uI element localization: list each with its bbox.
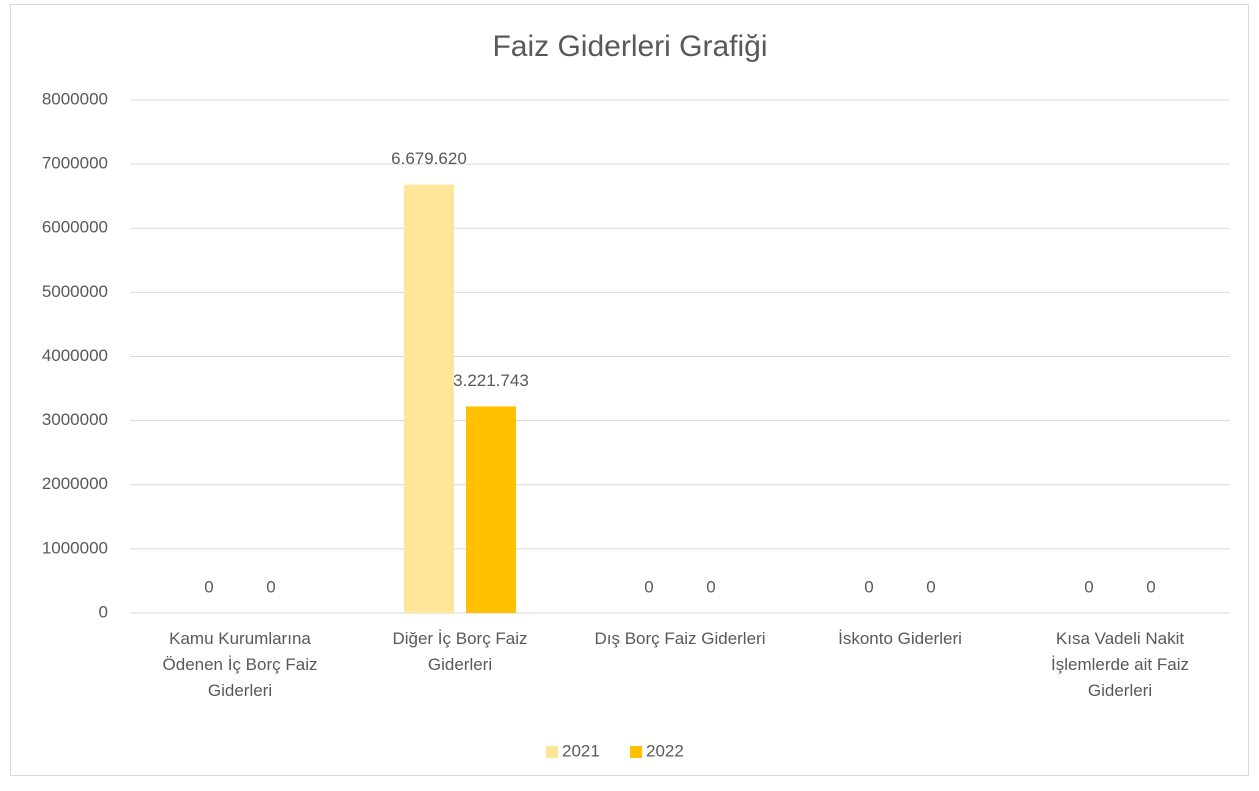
y-tick-label: 3000000	[42, 410, 108, 429]
y-tick-label: 4000000	[42, 346, 108, 365]
x-tick-label: İskonto Giderleri	[838, 629, 962, 648]
legend-label: 2022	[646, 741, 684, 760]
chart-title: Faiz Giderleri Grafiği	[492, 30, 767, 63]
y-tick-label: 1000000	[42, 538, 108, 557]
x-tick-label: Diğer İç Borç Faiz Giderleri	[392, 629, 528, 674]
data-label: 0	[266, 577, 275, 596]
data-label: 0	[926, 577, 935, 596]
legend-swatch	[630, 746, 642, 758]
data-label: 0	[1084, 577, 1093, 596]
data-label: 3.221.743	[453, 371, 529, 390]
legend-swatch	[546, 746, 558, 758]
data-label: 0	[1146, 577, 1155, 596]
bar	[404, 184, 454, 613]
y-tick-label: 0	[99, 602, 108, 621]
data-label: 0	[644, 577, 653, 596]
y-tick-label: 8000000	[42, 89, 108, 108]
bar	[466, 406, 516, 613]
data-label: 0	[204, 577, 213, 596]
legend-label: 2021	[562, 741, 600, 760]
data-label: 0	[706, 577, 715, 596]
x-tick-label: Kısa Vadeli Nakit İşlemlerde ait Faiz Gi…	[1051, 629, 1189, 700]
x-tick-label: Kamu Kurumlarına Ödenen İç Borç Faiz Gid…	[162, 629, 318, 700]
data-label: 0	[864, 577, 873, 596]
y-tick-label: 7000000	[42, 154, 108, 173]
x-tick-label: Dış Borç Faiz Giderleri	[594, 629, 766, 648]
data-label: 6.679.620	[391, 149, 467, 168]
y-tick-label: 6000000	[42, 218, 108, 237]
y-tick-label: 5000000	[42, 282, 108, 301]
chart-border	[10, 4, 1249, 776]
y-tick-label: 2000000	[42, 474, 108, 493]
